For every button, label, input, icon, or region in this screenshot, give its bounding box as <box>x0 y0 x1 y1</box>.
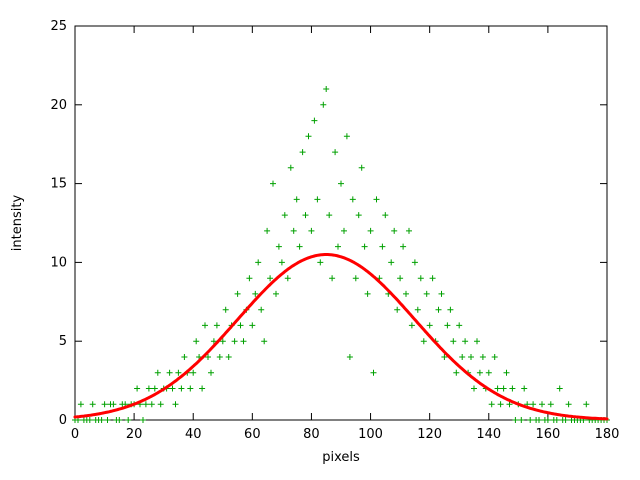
x-tick-label: 140 <box>476 427 501 442</box>
x-tick-label: 160 <box>535 427 560 442</box>
y-tick-label: 20 <box>50 98 67 113</box>
x-tick-label: 100 <box>358 427 383 442</box>
y-axis-label: intensity <box>10 194 25 252</box>
fit-curve <box>73 253 609 421</box>
scatter-points <box>72 86 610 423</box>
y-tick-label: 0 <box>59 413 67 428</box>
x-tick-label: 40 <box>185 427 202 442</box>
x-tick-label: 20 <box>126 427 143 442</box>
y-tick-label: 15 <box>50 177 67 192</box>
x-tick-label: 180 <box>595 427 620 442</box>
x-tick-label: 60 <box>244 427 261 442</box>
x-tick-label: 80 <box>303 427 320 442</box>
x-axis-label: pixels <box>322 450 360 465</box>
plot-frame <box>74 25 608 421</box>
y-tick-label: 10 <box>50 255 67 270</box>
x-tick-label: 0 <box>71 427 79 442</box>
x-tick-label: 120 <box>417 427 442 442</box>
y-tick-label: 5 <box>59 334 67 349</box>
y-tick-label: 25 <box>50 19 67 34</box>
